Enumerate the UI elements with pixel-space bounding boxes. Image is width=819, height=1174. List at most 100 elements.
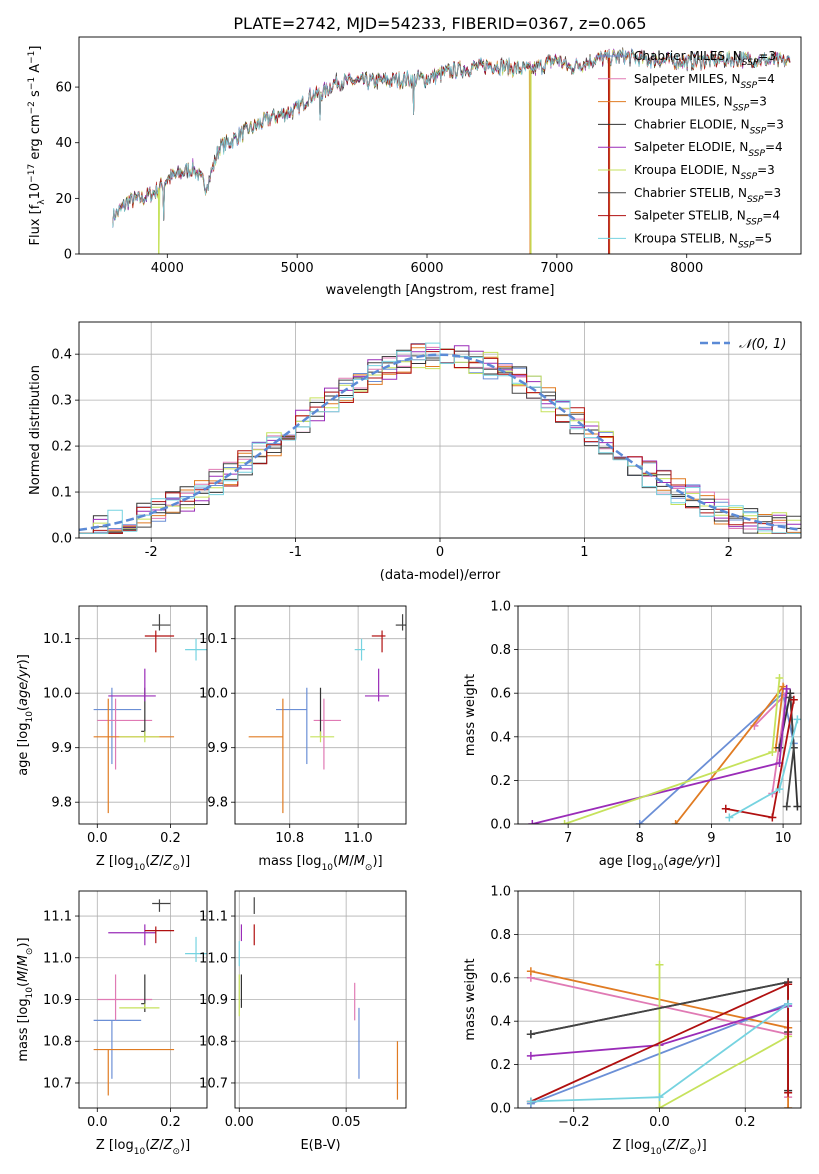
mass_vs_Z-ytick-label: 10.9 bbox=[43, 993, 72, 1008]
mass_vs_ebv-ytick-label: 10.8 bbox=[199, 1035, 228, 1050]
weight_vs_age-ytick-label: 1.0 bbox=[490, 600, 511, 615]
mass_vs_Z-point-5 bbox=[119, 1003, 160, 1009]
weight_vs_Z-xtick-label: 0.2 bbox=[735, 1115, 756, 1130]
weight_vs_Z-ytick-label: 0.2 bbox=[490, 1058, 511, 1073]
age_vs_mass-axes: 10.8 11.0 9.8 9.9 10.0 10.1 bbox=[199, 605, 407, 846]
age_vs_Z-axes: 0.0 0.2 9.8 9.9 10.0 10.1 bbox=[43, 605, 208, 846]
residual_hist-ytick-label: 0.4 bbox=[51, 348, 72, 363]
age_vs_Z-ytick-label: 10.0 bbox=[43, 687, 72, 702]
weight_vs_Z-ytick-label: 1.0 bbox=[490, 885, 511, 900]
spectrum-ytick-label: 20 bbox=[55, 192, 72, 207]
mass_vs_Z-xlabel: Z [log10(Z/Z⊙)] bbox=[96, 1138, 190, 1157]
weight_vs_age-marker-8-1 bbox=[775, 785, 784, 794]
mass_vs_Z-plot-area bbox=[93, 899, 207, 1096]
weight_vs_age-line-2 bbox=[674, 683, 785, 824]
weight_vs_Z-marker-6-0 bbox=[526, 1030, 535, 1039]
weight_vs_Z-marker-5-0 bbox=[655, 960, 664, 969]
age_vs_mass-point-8 bbox=[354, 638, 365, 661]
weight_vs_Z-marker-7-2 bbox=[784, 1088, 793, 1097]
residual_hist-ytick-label: 0.2 bbox=[51, 440, 72, 455]
weight_vs_Z-xtick-label: −0.2 bbox=[558, 1115, 590, 1130]
weight_vs_Z-ytick-label: 0.4 bbox=[490, 1015, 511, 1030]
mass_vs_ebv-ytick-label: 10.7 bbox=[199, 1076, 228, 1091]
age_vs_mass-point-6 bbox=[395, 614, 406, 631]
spectrum-ylabel: Flux [fλ10−17 erg cm−2 s−1 A−1] bbox=[27, 46, 47, 246]
age_vs_Z-point-8 bbox=[185, 638, 207, 661]
spectrum-xlabel: wavelength [Angstrom, rest frame] bbox=[326, 283, 555, 298]
weight_vs_age-marker-7-2 bbox=[789, 695, 798, 704]
mass_vs_ebv-ytick-label: 11.0 bbox=[199, 951, 228, 966]
legend-label-0: Chabrier MILES, NSSP=3 bbox=[634, 49, 776, 68]
spectrum-ytick-label: 40 bbox=[55, 136, 72, 151]
spectrum-xtick-label: 4000 bbox=[151, 261, 184, 276]
mass_vs_ebv-ytick-label: 10.9 bbox=[199, 993, 228, 1008]
weight_vs_Z-plot-area bbox=[526, 960, 793, 1108]
weight_vs_age-marker-7-0 bbox=[721, 804, 730, 813]
weight_vs_Z-frame bbox=[517, 890, 802, 1109]
weight_vs_age-xlabel: age [log10(age/yr)] bbox=[599, 854, 721, 873]
weight_vs_age-marker-8-0 bbox=[725, 813, 734, 822]
weight_vs_age-marker-4-2 bbox=[782, 684, 791, 693]
mass_vs_Z-point-6 bbox=[152, 899, 171, 912]
mass_vs_ebv-xlabel: E(B-V) bbox=[300, 1138, 340, 1153]
legend-label-4: Salpeter ELODIE, NSSP=4 bbox=[634, 140, 783, 159]
age_vs_Z-xtick-label: 0.2 bbox=[160, 831, 181, 846]
mass_vs_Z-ytick-label: 11.0 bbox=[43, 951, 72, 966]
spectrum-xtick-label: 6000 bbox=[410, 261, 443, 276]
mass_vs_Z-xtick-label: 0.2 bbox=[160, 1115, 181, 1130]
mass_vs_ebv-frame bbox=[234, 890, 407, 1109]
weight_vs_Z-ylabel: mass weight bbox=[463, 958, 478, 1040]
weight_vs_age-series-8 bbox=[725, 715, 801, 822]
age_vs_Z-point-0 bbox=[93, 687, 142, 765]
mass_vs_ebv-xtick-label: 0.00 bbox=[225, 1115, 254, 1130]
legend-label-5: Kroupa ELODIE, NSSP=3 bbox=[634, 163, 775, 182]
residual_hist-axes: -2 -1 0 1 2 0.0 0.1 0.2 0.3 0.4 bbox=[51, 321, 802, 560]
weight_vs_age-line-0 bbox=[639, 691, 795, 824]
residual_hist-ytick-label: 0.3 bbox=[51, 394, 72, 409]
weight_vs_age-series-2 bbox=[671, 682, 788, 824]
age_vs_mass-frame bbox=[234, 605, 407, 825]
spectrum-axes: 4000 5000 6000 7000 8000 0 20 40 60 bbox=[55, 36, 802, 276]
weight_vs_age-marker-0-0 bbox=[635, 820, 644, 824]
age_vs_Z-frame bbox=[78, 605, 208, 825]
weight_vs_Z-marker-2-0 bbox=[526, 967, 535, 976]
weight_vs_age-frame bbox=[517, 605, 802, 825]
weight_vs_age-ytick-label: 0.0 bbox=[490, 818, 511, 833]
hist-xlabel: (data-model)/error bbox=[380, 568, 501, 583]
age_vs_Z-xtick-label: 0.0 bbox=[87, 831, 108, 846]
weight_vs_Z-series-5 bbox=[655, 960, 793, 1108]
residual_hist-ytick-label: 0.1 bbox=[51, 486, 72, 501]
gaussian-curve bbox=[79, 353, 801, 532]
mass_vs_ebv-xtick-label: 0.05 bbox=[332, 1115, 361, 1130]
weight_vs_age-ytick-label: 0.6 bbox=[490, 687, 511, 702]
age_vs_mass-plot-area bbox=[248, 614, 406, 814]
weight_vs_Z-marker-4-0 bbox=[526, 1051, 535, 1060]
age_vs_mass-point-7 bbox=[371, 630, 386, 653]
age_vs_mass-point-5 bbox=[310, 731, 335, 743]
hist-ylabel: Normed distribution bbox=[28, 365, 43, 495]
legend-label-2: Kroupa MILES, NSSP=3 bbox=[634, 95, 767, 114]
mass_vs_Z-ytick-label: 11.1 bbox=[43, 910, 72, 925]
residual_hist-xtick-label: -1 bbox=[289, 545, 302, 560]
spectrum-xtick-label: 7000 bbox=[540, 261, 573, 276]
age_vs_Z-ytick-label: 10.1 bbox=[43, 632, 72, 647]
weight_vs_age-series-5 bbox=[560, 673, 784, 824]
spectrum-legend: Chabrier MILES, NSSP=3 Salpeter MILES, NS… bbox=[598, 49, 784, 250]
spectrum-ytick-label: 0 bbox=[64, 248, 72, 263]
weight_vs_age-marker-7-1 bbox=[768, 813, 777, 822]
weight_vs_age-ytick-label: 0.2 bbox=[490, 774, 511, 789]
weight_vs_age-marker-2-0 bbox=[671, 820, 680, 824]
weight_vs_Z-marker-8-0 bbox=[526, 1097, 535, 1106]
age_vs_mass-xlabel: mass [log10(M/M⊙)] bbox=[258, 854, 382, 873]
mass_vs_Z-point-8 bbox=[185, 936, 207, 962]
age_vs_Z-plot-area bbox=[93, 614, 207, 814]
residual_hist-xtick-label: 0 bbox=[436, 545, 444, 560]
weight_vs_Z-xlabel: Z [log10(Z/Z⊙)] bbox=[612, 1138, 706, 1157]
age_vs_mass-ytick-label: 9.8 bbox=[207, 796, 228, 811]
weight_vs_age-ytick-label: 0.8 bbox=[490, 643, 511, 658]
residual_hist-frame bbox=[78, 321, 802, 539]
weight_vs_age-xtick-label: 8 bbox=[636, 831, 644, 846]
age_vs_Z-point-1 bbox=[97, 698, 153, 770]
hist-step-8 bbox=[79, 342, 801, 534]
